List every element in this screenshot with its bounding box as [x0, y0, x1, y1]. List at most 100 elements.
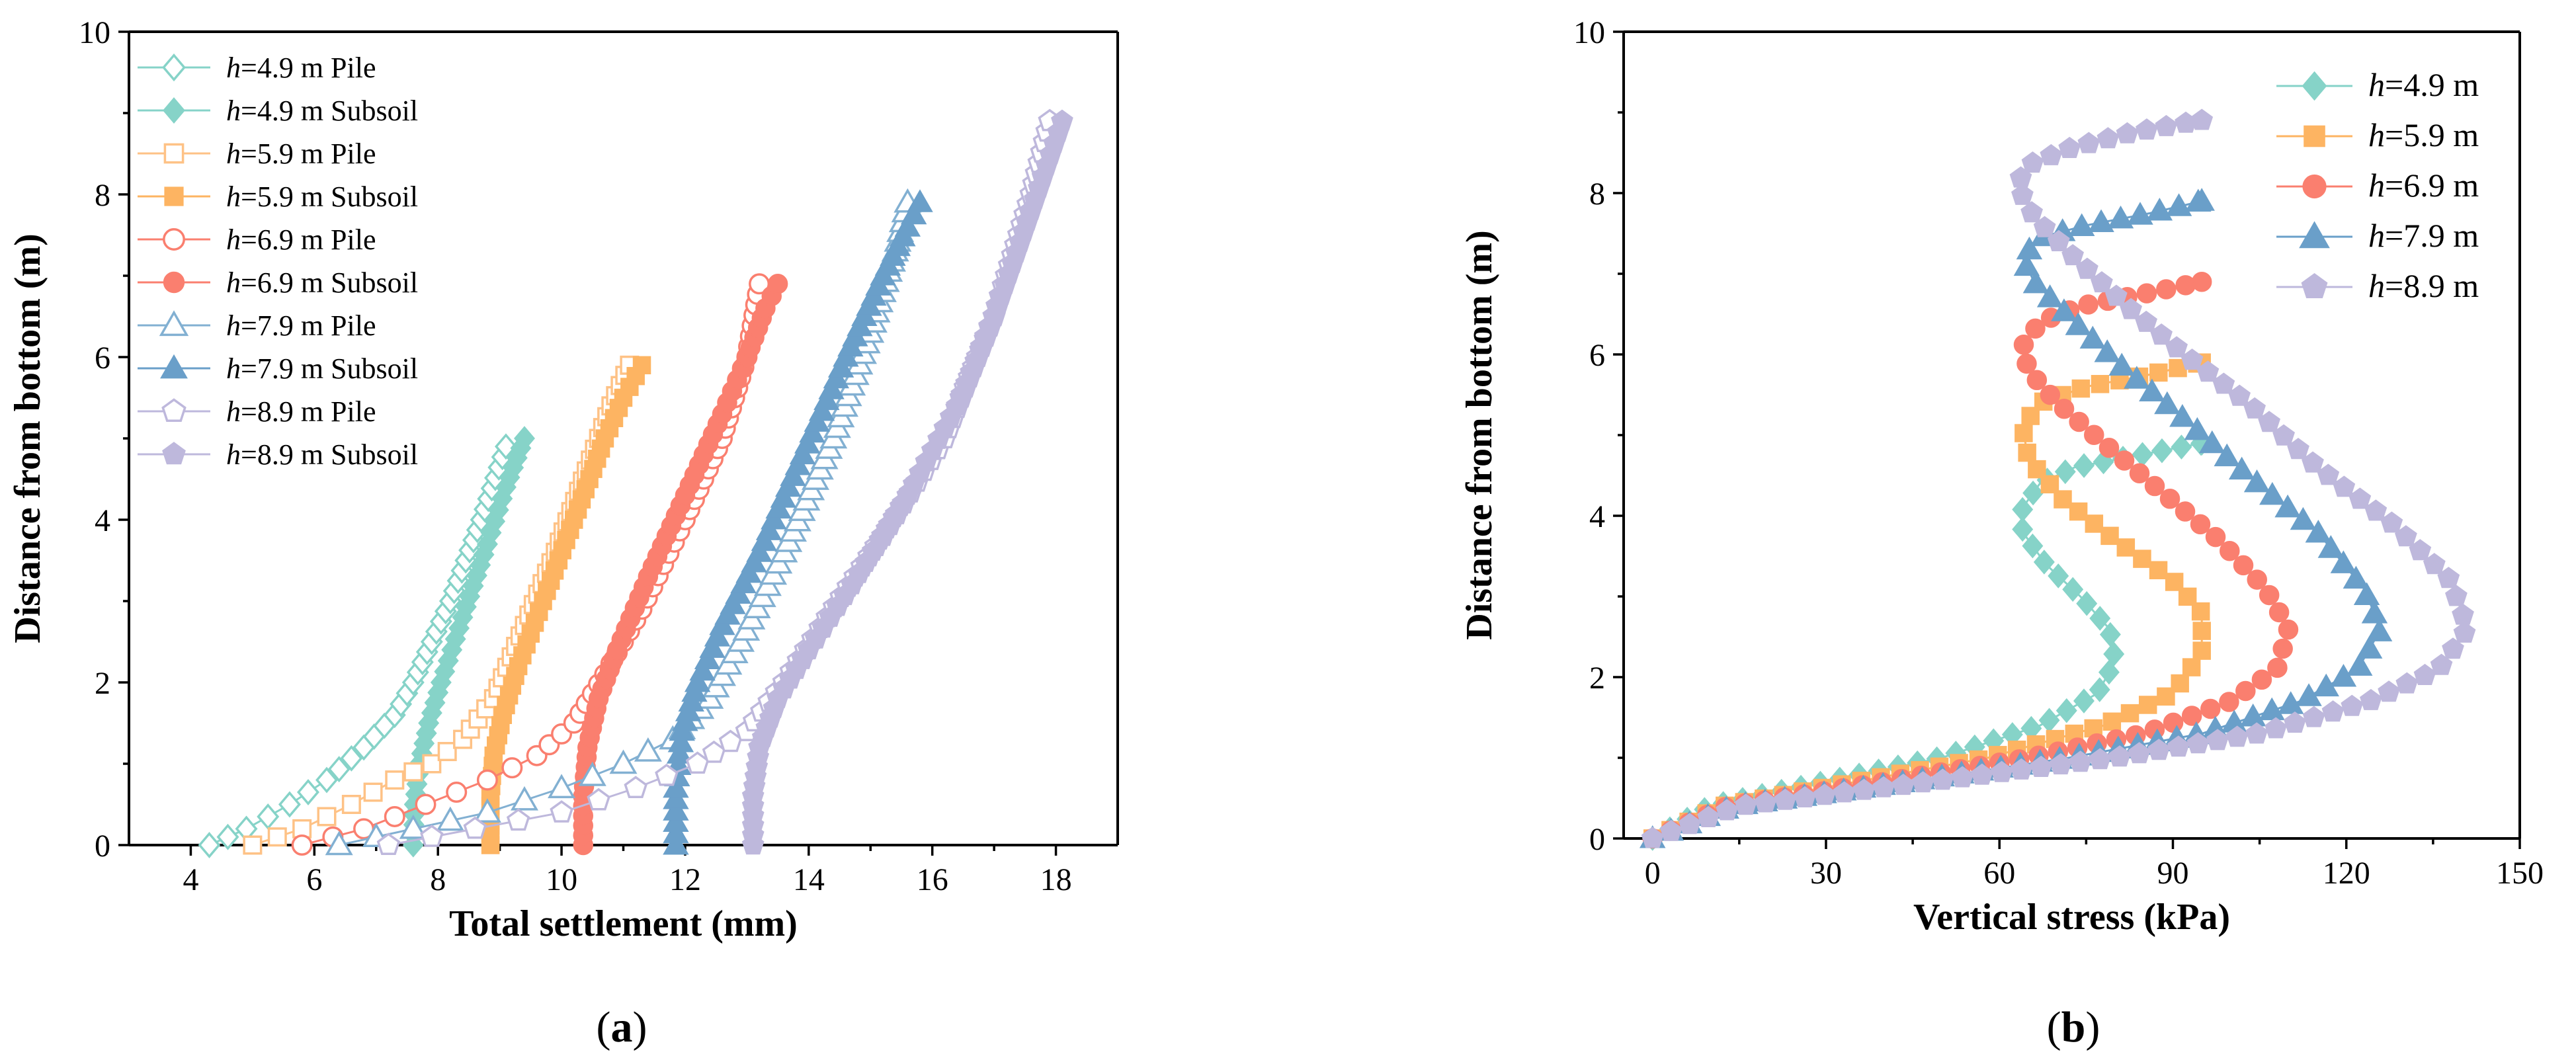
legend-label: h=5.9 m Subsoil	[226, 181, 418, 213]
legend-marker-diamond	[162, 53, 186, 82]
data-point-triangle	[663, 774, 689, 798]
data-point-triangle	[2184, 417, 2211, 440]
data-point-pentagon	[2186, 732, 2210, 754]
panel-label: (b)	[2047, 1003, 2100, 1051]
series-h-4-9-m-pile	[198, 433, 517, 858]
data-point-pentagon	[1697, 805, 1720, 827]
data-point-circle	[2267, 657, 2288, 678]
data-point-circle	[2098, 438, 2120, 458]
legend-label-h: h	[2368, 116, 2385, 153]
data-point-pentagon	[463, 816, 487, 839]
data-point-diamond	[2073, 453, 2095, 478]
legend-label-h: h	[226, 309, 241, 342]
data-point-triangle	[436, 806, 464, 831]
data-point-pentagon	[1971, 763, 1993, 785]
legend-label-rest: =6.9 m	[2385, 167, 2479, 204]
data-point-triangle	[2259, 481, 2286, 505]
y-axis-title: Distance from bottom (m)	[1459, 230, 1500, 639]
legend-label: h=8.9 m	[2368, 267, 2479, 304]
legend-item: h=6.9 m	[2276, 167, 2479, 204]
x-tick-label: 4	[183, 862, 198, 897]
legend-item: h=7.9 m Pile	[138, 309, 376, 342]
data-point-circle	[2278, 619, 2299, 640]
data-point-pentagon	[1911, 771, 1934, 793]
legend-marker-triangle	[160, 354, 188, 379]
data-point-square	[2120, 704, 2140, 723]
y-tick-label: 10	[1573, 15, 1605, 50]
legend-label-rest: =8.9 m Pile	[241, 395, 376, 428]
data-point-diamond	[340, 745, 363, 772]
data-point-pentagon	[2097, 127, 2120, 149]
data-point-diamond	[2171, 434, 2192, 460]
data-point-triangle	[2239, 703, 2266, 727]
data-point-triangle	[704, 624, 731, 647]
data-point-diamond	[2132, 442, 2153, 468]
data-point-diamond	[198, 832, 221, 858]
legend-marker-diamond	[2302, 71, 2327, 101]
data-point-triangle	[2228, 456, 2255, 480]
x-tick-label: 8	[430, 862, 446, 897]
legend-label: h=6.9 m Subsoil	[226, 266, 418, 299]
data-point-pentagon	[1716, 799, 1739, 821]
data-point-circle	[2040, 384, 2061, 405]
data-point-square	[363, 782, 383, 802]
legend-item: h=8.9 m	[2276, 267, 2479, 304]
legend-label-h: h	[226, 138, 241, 170]
legend: h=4.9 mh=5.9 mh=6.9 mh=7.9 mh=8.9 m	[2276, 66, 2479, 304]
legend-marker-square	[2304, 125, 2325, 147]
data-point-square	[2149, 363, 2168, 382]
legend-label: h=7.9 m	[2368, 217, 2479, 254]
data-point-square	[422, 754, 442, 774]
data-point-pentagon	[1931, 768, 1954, 790]
data-point-circle	[2219, 692, 2239, 712]
legend-item: h=5.9 m Pile	[138, 138, 376, 170]
x-tick-label: 10	[546, 862, 577, 897]
data-point-circle	[2175, 275, 2196, 296]
data-point-triangle	[2016, 236, 2043, 260]
legend-label-h: h	[226, 224, 241, 256]
data-point-pentagon	[1813, 784, 1836, 805]
y-tick-label: 4	[95, 503, 110, 538]
legend-label-h: h	[226, 438, 241, 471]
data-point-circle	[384, 805, 405, 827]
data-point-diamond	[2022, 533, 2044, 559]
x-tick-label: 150	[2496, 856, 2544, 891]
data-point-square	[385, 770, 405, 790]
data-point-pentagon	[1872, 776, 1895, 797]
data-point-square	[2040, 475, 2059, 494]
data-point-square	[2071, 379, 2091, 398]
data-point-diamond	[2089, 606, 2111, 631]
data-point-triangle	[2022, 270, 2050, 294]
x-axis-title: Vertical stress (kPa)	[1913, 897, 2230, 938]
data-point-diamond	[2048, 563, 2069, 589]
y-tick-label: 0	[1589, 822, 1605, 857]
data-point-circle	[2191, 271, 2212, 292]
data-point-circle	[2190, 514, 2211, 535]
data-point-square	[2192, 641, 2211, 660]
legend-label-rest: =6.9 m Pile	[241, 224, 376, 256]
data-point-circle	[767, 274, 788, 294]
data-point-circle	[2054, 399, 2075, 419]
data-point-triangle	[399, 814, 427, 839]
data-point-pentagon	[2050, 753, 2072, 775]
legend-label: h=5.9 m Pile	[226, 138, 376, 170]
legend-label: h=4.9 m Pile	[226, 52, 376, 84]
data-point-circle	[2078, 294, 2098, 315]
y-tick-label: 8	[1589, 177, 1605, 212]
data-point-pentagon	[2341, 694, 2364, 716]
data-point-diamond	[315, 766, 338, 794]
data-point-pentagon	[2136, 118, 2158, 140]
legend-item: h=4.9 m	[2276, 66, 2479, 103]
legend-label: h=7.9 m Subsoil	[226, 352, 418, 385]
legend-label-rest: =5.9 m Pile	[241, 138, 376, 170]
legend-label-rest: =8.9 m Subsoil	[241, 438, 418, 471]
data-point-pentagon	[2413, 663, 2436, 685]
y-tick-label: 4	[1589, 499, 1605, 534]
data-point-circle	[2251, 669, 2272, 690]
legend-label: h=8.9 m Subsoil	[226, 438, 418, 471]
data-point-triangle	[666, 741, 693, 764]
panel-a-chart: 4 6 8 10 12 14 16 18 0 2 4 6 8 10 Total settlement (mm…	[7, 15, 1119, 1051]
data-point-pentagon	[2108, 745, 2131, 767]
legend-label: h=5.9 m	[2368, 116, 2479, 153]
legend-label-rest: =7.9 m Subsoil	[241, 352, 418, 385]
